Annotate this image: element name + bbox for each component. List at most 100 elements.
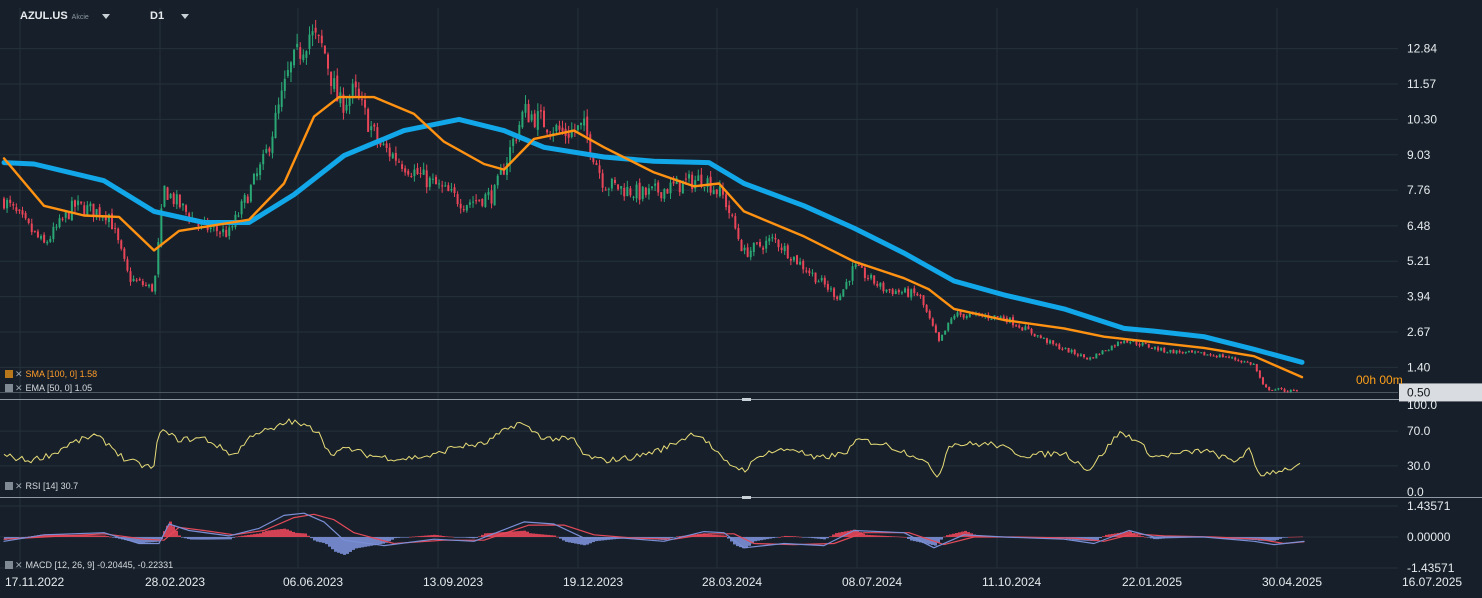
macd-histogram-bar [505,531,508,537]
candle-body [1258,370,1261,378]
macd-histogram-bar [958,532,961,537]
macd-histogram-bar [301,533,304,537]
candle-body [617,184,620,190]
candle-body [558,125,561,130]
close-icon[interactable]: ✕ [15,369,23,379]
candle-body [721,188,724,195]
candle-body [678,180,681,193]
candle-body [323,45,326,54]
macd-histogram-bar [850,530,853,537]
candle-body [1153,347,1156,349]
candle-body [1135,340,1138,345]
indicator-settings-icon[interactable] [5,561,13,569]
macd-histogram-bar [601,537,604,541]
macd-histogram-bar [805,537,808,538]
candle-body [9,199,12,204]
macd-histogram-bar [922,537,925,544]
candle-body [601,173,604,188]
indicator-settings-icon[interactable] [5,384,13,392]
symbol-label: AZUL.US [20,10,68,22]
candle-body [570,129,573,137]
candle-body [117,228,120,241]
macd-histogram-bar [250,534,253,537]
candle-body [595,163,598,166]
macd-histogram-bar [547,534,550,537]
macd-histogram-bar [1135,534,1138,537]
macd-histogram-bar [187,537,190,540]
macd-histogram-bar [217,537,220,540]
candle-body [89,203,92,207]
candle-body [1194,351,1197,353]
candle-body [67,212,70,220]
candle-body [950,318,953,324]
macd-histogram-bar [43,534,46,537]
macd-histogram-bar [832,534,835,537]
close-icon[interactable]: ✕ [15,481,23,491]
candle-body [1150,347,1153,349]
candle-body [839,295,842,301]
macd-histogram-bar [241,535,244,537]
candle-body [660,192,663,199]
macd-histogram-bar [781,536,784,538]
macd-histogram-bar [133,537,136,543]
close-icon[interactable]: ✕ [15,560,23,570]
macd-histogram-bar [337,537,340,553]
candle-body [286,70,289,77]
macd-histogram-bar [718,535,721,537]
candle-body [80,201,83,204]
candle-body [1021,327,1024,331]
candle-body [870,274,873,279]
chevron-down-icon[interactable] [101,13,110,19]
candle-body [379,142,382,146]
candle-body [845,281,848,289]
candle-body [46,241,49,244]
candle-body [1212,355,1215,357]
macd-histogram-bar [712,534,715,537]
candle-body [496,175,499,186]
symbol-selector[interactable]: AZUL.US Akcie [20,10,110,26]
macd-histogram-bar [1156,537,1159,540]
timeframe-selector[interactable]: D1 [150,10,190,26]
macd-histogram-bar [115,537,118,539]
macd-histogram-bar [1294,536,1297,538]
candle-body [404,168,407,173]
candle-body [694,180,697,189]
macd-histogram-bar [385,537,388,543]
macd-histogram-bar [22,537,25,538]
indicator-legend-rsi[interactable]: ✕ RSI [14] 30.7 [5,480,78,492]
candle-body [907,288,910,297]
macd-histogram-bar [862,533,865,537]
candle-body [1070,350,1073,353]
macd-histogram-bar [49,534,52,537]
macd-histogram-bar [955,533,958,537]
candle-body [447,185,450,192]
candle-body [762,247,765,250]
x-tick-label: 06.06.2023 [283,575,343,589]
macd-histogram-bar [85,535,88,537]
macd-histogram-bar [1126,531,1129,537]
macd-histogram-bar [790,536,793,537]
candle-body [1209,354,1212,356]
indicator-legend-sma[interactable]: ✕ SMA [100, 0] 1.58 [5,368,97,380]
macd-histogram-bar [796,536,799,538]
indicator-legend-ema[interactable]: ✕ EMA [50, 0] 1.05 [5,382,92,394]
macd-histogram-bar [16,537,19,539]
macd-histogram-bar [424,535,427,537]
indicator-settings-icon[interactable] [5,370,13,378]
candle-body [21,210,24,215]
close-icon[interactable]: ✕ [15,383,23,393]
macd-histogram-bar [865,534,868,537]
indicator-settings-icon[interactable] [5,482,13,490]
macd-histogram-bar [1093,537,1096,542]
candle-body [330,71,333,87]
candle-body [256,173,259,177]
chevron-down-icon[interactable] [181,13,190,19]
macd-histogram-bar [895,536,898,538]
candle-body [734,216,737,229]
candle-body [1280,387,1283,389]
macd-histogram-bar [403,537,406,538]
macd-histogram-bar [904,537,907,538]
indicator-legend-macd[interactable]: ✕ MACD [12, 26, 9] -0.20445, -0.22331 [5,559,173,571]
candle-body [836,296,839,300]
